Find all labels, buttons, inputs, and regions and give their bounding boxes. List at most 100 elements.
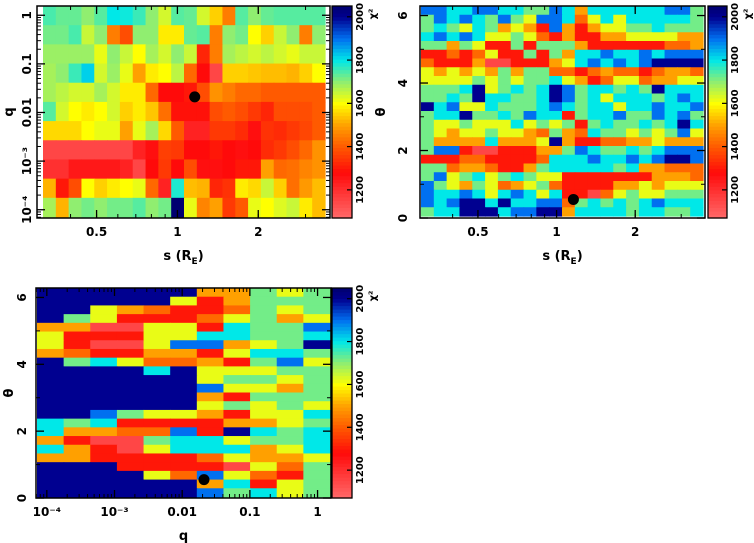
heatmap-cell	[536, 163, 550, 173]
heatmap-cell	[250, 392, 278, 402]
heatmap-cell	[638, 93, 653, 103]
heatmap-cell	[485, 163, 499, 173]
heatmap-cell	[562, 189, 576, 200]
heatmap-cell	[37, 444, 65, 455]
colorbar-segment	[332, 309, 352, 314]
heatmap-cell	[171, 82, 185, 103]
heatmap-cell	[472, 207, 486, 217]
heatmap-cell	[574, 146, 589, 156]
colorbar-segment	[332, 30, 352, 35]
heatmap-cell	[433, 76, 448, 86]
heatmap-cell	[116, 470, 145, 481]
heatmap-cell	[145, 140, 159, 161]
heatmap-cell	[446, 146, 461, 156]
colorbar-segment	[708, 20, 727, 25]
best-fit-marker	[198, 474, 210, 486]
heatmap-cell	[43, 101, 57, 122]
heatmap-cell	[433, 6, 448, 16]
heatmap-cell	[63, 479, 91, 489]
x-tick-label: 0.5	[86, 225, 107, 239]
heatmap-cell	[260, 25, 275, 45]
heatmap-cell	[260, 159, 275, 180]
heatmap-cell	[523, 6, 537, 16]
heatmap-cell	[132, 178, 147, 199]
heatmap-cell	[600, 198, 614, 208]
heatmap-cell	[171, 63, 185, 84]
colorbar-segment	[708, 90, 727, 95]
heatmap-cell	[587, 41, 602, 51]
heatmap-cell	[651, 137, 666, 147]
heatmap-cell	[664, 41, 678, 51]
heatmap-cell	[37, 418, 65, 428]
heatmap-cell	[433, 198, 448, 208]
best-fit-marker	[189, 91, 201, 103]
heatmap-cell	[600, 93, 614, 103]
heatmap-cell	[690, 137, 704, 147]
heatmap-cell	[250, 340, 278, 350]
heatmap-cell	[497, 207, 512, 217]
heatmap-cell	[250, 453, 278, 463]
heatmap-cell	[510, 111, 525, 121]
heatmap-cell	[690, 49, 704, 60]
heatmap-cell	[276, 331, 304, 341]
heatmap-cell	[600, 102, 614, 112]
heatmap-cell	[107, 159, 121, 180]
heatmap-cell	[664, 198, 678, 208]
heatmap-cell	[459, 137, 473, 147]
heatmap-cell	[497, 163, 512, 173]
colorbar-segment	[332, 302, 352, 307]
heatmap-cell	[523, 67, 537, 77]
heatmap-cell	[523, 102, 537, 112]
heatmap-cell	[459, 58, 473, 68]
heatmap-cell	[421, 163, 435, 173]
colorbar-segment	[332, 442, 352, 447]
heatmap-cell	[184, 25, 198, 45]
heatmap-cell	[574, 102, 589, 112]
colorbar-segment	[332, 337, 352, 342]
heatmap-cell	[250, 375, 278, 385]
colorbar-segment	[332, 431, 352, 436]
heatmap-cell	[63, 462, 91, 472]
colorbar-segment	[332, 414, 352, 419]
heatmap-cell	[587, 14, 602, 25]
heatmap-cell	[536, 6, 550, 16]
heatmap-cell	[312, 101, 326, 122]
heatmap-cell	[626, 111, 640, 121]
heatmap-cell	[626, 102, 640, 112]
y-tick-label: 6	[15, 293, 29, 301]
heatmap-cell	[276, 366, 304, 376]
heatmap-cell	[171, 101, 185, 122]
heatmap-cell	[549, 189, 563, 200]
colorbar-segment	[708, 97, 727, 102]
heatmap-cell	[143, 427, 171, 437]
colorbar-segment	[708, 175, 727, 180]
heatmap-cell	[303, 470, 331, 481]
heatmap-cell	[132, 82, 147, 103]
heatmap-cell	[574, 32, 589, 42]
colorbar-segment	[332, 305, 352, 310]
heatmap-cell	[286, 101, 300, 122]
y-tick-label: 10⁻⁴	[20, 196, 34, 224]
heatmap-cell	[222, 140, 236, 161]
heatmap-cell	[574, 137, 589, 147]
heatmap-cell	[638, 128, 653, 138]
heatmap-cell	[55, 121, 70, 141]
heatmap-cell	[312, 25, 326, 45]
colorbar-tick-label: 1200	[355, 456, 366, 484]
heatmap-cell	[68, 82, 83, 103]
y-tick-label: 4	[15, 360, 29, 368]
heatmap-cell	[485, 23, 499, 33]
heatmap-cell	[132, 140, 147, 161]
heatmap-cell	[446, 32, 461, 42]
heatmap-cell	[536, 67, 550, 77]
heatmap-cell	[549, 137, 563, 147]
heatmap-cell	[248, 82, 262, 103]
heatmap-cell	[690, 76, 704, 86]
heatmap-cell	[497, 189, 512, 200]
heatmap-cell	[171, 6, 185, 26]
heatmap-cell	[37, 288, 65, 298]
heatmap-cell	[549, 41, 563, 51]
heatmap-cell	[286, 82, 300, 103]
heatmap-cell	[485, 198, 499, 208]
heatmap-cell	[664, 58, 678, 68]
